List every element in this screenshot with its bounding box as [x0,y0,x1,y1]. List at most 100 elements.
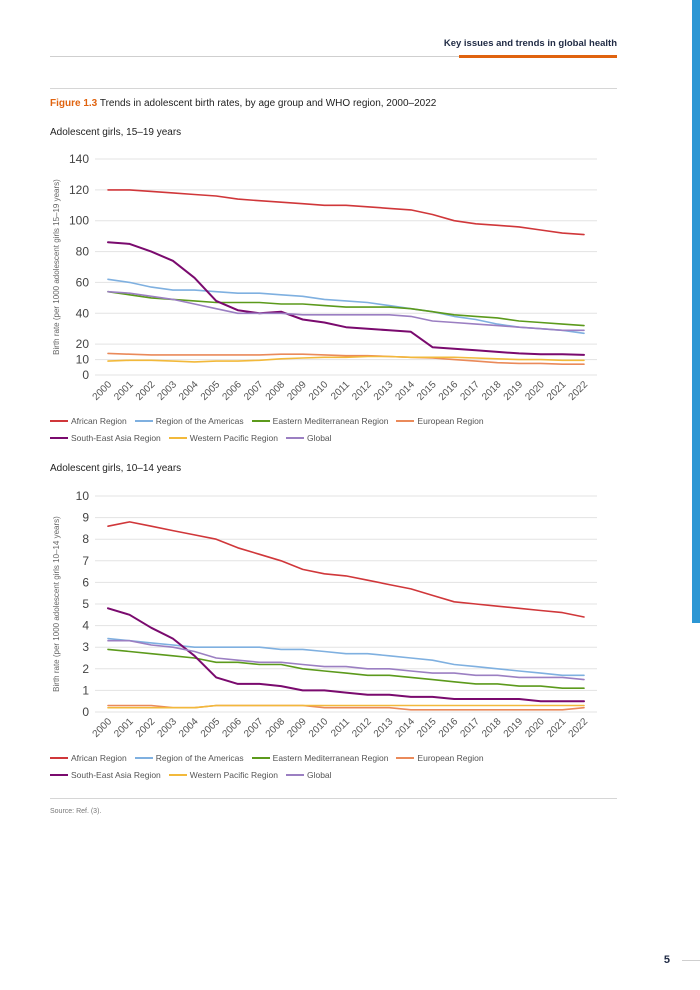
legend-item-western-pacific-region: Western Pacific Region [168,433,278,443]
legend-swatch [134,756,153,759]
series-line-region-of-the-americas [107,637,585,677]
x-tick-label: 2014 [394,716,418,740]
series-line-south-east-asia-region [107,241,585,356]
y-tick-label: 20 [76,337,90,351]
x-tick-label: 2021 [545,716,569,740]
legend-label: South-East Asia Region [71,769,161,780]
y-tick-label: 100 [69,214,89,228]
y-tick-label: 7 [82,554,89,568]
series-line-western-pacific-region [107,704,585,709]
x-tick-label: 2012 [350,379,374,403]
series-line-african-region [107,189,585,236]
legend-item-european-region: European Region [396,752,484,763]
x-tick-label: 2013 [372,379,396,403]
y-axis-label: Birth rate (per 1000 adolescent girls 15… [52,179,61,355]
page-number: 5 [663,954,670,966]
chart1-svg: 010 20 40 60 80 100 120 140 Birth rate (per 1000… [52,152,597,403]
x-tick-label: 2016 [437,716,461,740]
x-tick-label: 2008 [264,716,288,740]
legend-swatch [50,756,68,759]
series-line-global [107,639,585,681]
x-tick-label: 2002 [134,716,158,740]
chart2-subtitle: Adolescent girls, 10–14 years [50,463,182,474]
y-tick-label: 40 [76,306,90,320]
x-tick-label: 2011 [329,379,352,402]
x-tick-label: 2014 [394,379,418,403]
x-tick-label: 2009 [285,716,309,740]
legend-item-western-pacific-region: Western Pacific Region [168,770,278,780]
y-tick-label: 8 [82,532,89,546]
y-tick-label: 60 [76,275,90,289]
x-tick-label: 2016 [437,379,461,403]
legend-swatch [50,773,68,776]
legend-item-region-of-the-americas: Region of the Americas [134,753,244,763]
legend-label: Global [306,432,332,443]
y-tick-label: 140 [69,152,89,166]
legend-swatch [251,756,270,759]
x-tick-label: 2006 [220,379,244,403]
legend-item-african-region: African Region [50,416,127,426]
chart1-legend: African Region Region of the Americas East… [50,412,610,446]
legend-swatch [285,436,304,439]
legend-label: Eastern Mediterranean Region [272,752,389,763]
y-tick-label: 120 [69,183,89,197]
x-tick-label: 2008 [264,379,288,403]
x-tick-label: 2015 [415,716,439,740]
x-tick-label: 2005 [199,379,223,403]
legend-label: European Region [417,752,484,763]
legend-swatch [396,419,415,422]
x-tick-label: 2003 [156,716,180,740]
y-tick-label: 6 [82,575,89,589]
y-tick-label: 80 [76,245,90,259]
x-tick-label: 2000 [91,716,115,740]
y-tick-label: 4 [82,619,89,633]
legend-label: Global [306,769,332,780]
legend-label: European Region [417,415,484,426]
x-tick-label: 2004 [177,716,201,740]
legend-swatch [50,436,68,439]
legend-item-global: Global [285,432,332,443]
x-tick-label: 2017 [458,716,482,740]
x-tick-label: 2019 [502,379,526,403]
legend-item-eastern-mediterranean-region: Eastern Mediterranean Region [251,752,389,763]
legend-label: African Region [71,415,127,426]
legend-item-global: Global [285,769,332,780]
x-tick-label: 2001 [112,379,136,403]
legend-swatch [134,419,153,422]
legend-label: Eastern Mediterranean Region [272,415,389,426]
figure-caption: Trends in adolescent birth rates, by age… [99,98,437,109]
series-line-eastern-mediterranean-region [107,290,585,327]
x-tick-label: 2004 [177,379,201,403]
x-tick-label: 2020 [523,716,547,740]
legend-item-european-region: European Region [396,415,484,426]
legend-row: South-East Asia Region Western Pacific Re… [50,429,610,446]
figure-title: Figure 1.3 Trends in adolescent birth ra… [50,98,436,109]
x-tick-label: 2009 [285,379,309,403]
legend-label: South-East Asia Region [71,432,161,443]
x-tick-label: 2005 [199,716,223,740]
legend-swatch [50,419,68,422]
x-tick-label: 2019 [502,716,526,740]
legend-label: African Region [71,752,127,763]
series-line-european-region [107,352,585,365]
series-line-south-east-asia-region [107,607,585,703]
x-tick-label: 2022 [567,716,591,740]
y-tick-label: 1 [82,683,89,697]
y-axis-label: Birth rate (per 1000 adolescent girls 10… [52,516,61,692]
series-line-region-of-the-americas [107,278,585,335]
y-tick-label: 2 [82,662,89,676]
chart2-svg: 0 1 2 3 4 5 6 7 8 9 10 Birth rate (per 1000 adolesc… [52,489,597,740]
x-tick-label: 2015 [415,379,439,403]
x-tick-label: 2012 [350,716,374,740]
x-tick-label: 2002 [134,379,158,403]
y-tick-label: 10 [76,353,90,367]
figure-bottom-divider [50,798,617,799]
x-tick-label: 2011 [329,716,352,739]
x-tick-label: 2018 [480,379,504,403]
y-tick-label: 3 [82,640,89,654]
header-title: Key issues and trends in global health [443,38,617,49]
y-tick-label: 9 [82,511,89,525]
legend-item-eastern-mediterranean-region: Eastern Mediterranean Region [251,415,389,426]
legend-item-south-east-asia-region: South-East Asia Region [50,433,161,443]
page-number-rule [682,960,700,961]
